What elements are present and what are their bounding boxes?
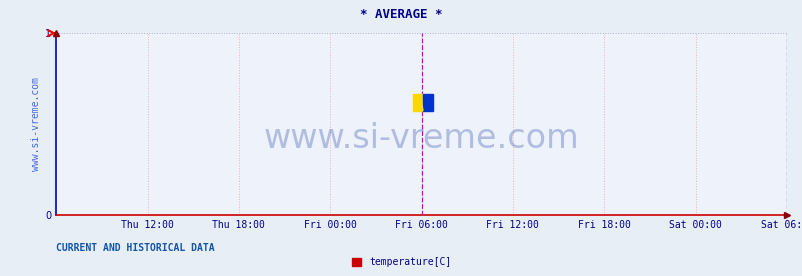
Bar — [412, 94, 423, 111]
Text: CURRENT AND HISTORICAL DATA: CURRENT AND HISTORICAL DATA — [56, 243, 215, 253]
Legend: temperature[C]: temperature[C] — [347, 253, 455, 271]
Polygon shape — [419, 94, 423, 111]
Y-axis label: www.si-vreme.com: www.si-vreme.com — [31, 77, 41, 171]
Text: www.si-vreme.com: www.si-vreme.com — [263, 122, 579, 155]
Text: * AVERAGE *: * AVERAGE * — [360, 8, 442, 21]
Bar — [423, 94, 433, 111]
